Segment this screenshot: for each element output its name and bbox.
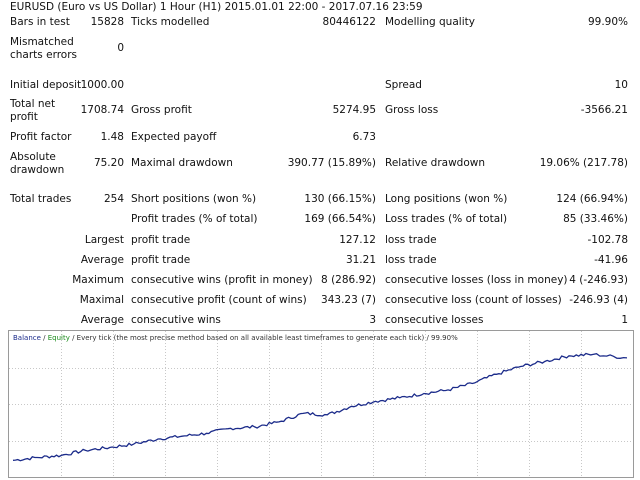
avg-cons-losses-value: 1 [621, 314, 628, 326]
payoff-label: Expected payoff [131, 131, 217, 143]
spread-value: 10 [614, 79, 628, 91]
report-title: EURUSD (Euro vs US Dollar) 1 Hour (H1) 2… [10, 1, 423, 13]
chart-legend: Balance / Equity / Every tick (the most … [13, 334, 458, 343]
grossloss-label: Gross loss [385, 104, 439, 116]
largest-profit-value: 127.12 [339, 234, 376, 246]
grossprofit-label: Gross profit [131, 104, 192, 116]
largest-loss-label: loss trade [385, 234, 437, 246]
avg-profit-value: 31.21 [345, 254, 376, 266]
reldd-label: Relative drawdown [385, 157, 486, 169]
max-cons-wins-value: 8 (286.92) [321, 274, 376, 286]
balance-chart-svg [9, 331, 633, 477]
avg-profit-label: profit trade [131, 254, 191, 266]
netprofit-value: 1708.74 [80, 104, 124, 116]
largest-loss-value: -102.78 [587, 234, 628, 246]
max-cons-losses-value: 4 (-246.93) [569, 274, 628, 286]
short-label: Short positions (won %) [131, 193, 257, 205]
mismatch-value: 0 [117, 42, 124, 54]
max-cons-profit-label: consecutive profit (count of wins) [131, 294, 307, 306]
pf-value: 1.48 [100, 131, 124, 143]
legend-balance: Balance [13, 334, 41, 342]
absdd-label: Absolute drawdown [10, 151, 65, 176]
ltrades-label: Loss trades (% of total) [385, 213, 508, 225]
maxdd-label: Maximal drawdown [131, 157, 233, 169]
ticks-label: Ticks modelled [131, 16, 210, 28]
quality-label: Modelling quality [385, 16, 475, 28]
avg-cons-wins-label: consecutive wins [131, 314, 221, 326]
long-value: 124 (66.94%) [556, 193, 628, 205]
netprofit-label: Total net profit [10, 98, 56, 123]
legend-description: / Every tick (the most precise method ba… [69, 334, 458, 342]
short-value: 130 (66.15%) [304, 193, 376, 205]
long-label: Long positions (won %) [385, 193, 508, 205]
spread-label: Spread [385, 79, 422, 91]
payoff-value: 6.73 [352, 131, 376, 143]
total-trades-label: Total trades [10, 193, 72, 205]
avg-cons-wins-value: 3 [369, 314, 376, 326]
maxdd-value: 390.77 (15.89%) [287, 157, 376, 169]
ticks-value: 80446122 [322, 16, 376, 28]
reldd-value: 19.06% (217.78) [539, 157, 628, 169]
legend-equity: Equity [47, 334, 70, 342]
max-cons-profit-value: 343.23 (7) [321, 294, 376, 306]
max-cons-losses-label: consecutive losses (loss in money) [385, 274, 568, 286]
quality-value: 99.90% [587, 16, 628, 28]
ptrades-value: 169 (66.54%) [304, 213, 376, 225]
average2-label: Average [80, 314, 124, 326]
absdd-value: 75.20 [93, 157, 124, 169]
largest-label: Largest [84, 234, 124, 246]
balance-series-line [12, 352, 628, 462]
pf-label: Profit factor [10, 131, 72, 143]
ltrades-value: 85 (33.46%) [563, 213, 628, 225]
avg-loss-value: -41.96 [594, 254, 628, 266]
maximal-label: Maximal [79, 294, 124, 306]
deposit-value: 1000.00 [80, 79, 124, 91]
legend-separator: / [40, 334, 48, 342]
max-cons-loss-label: consecutive loss (count of losses) [385, 294, 562, 306]
maximum-label: Maximum [72, 274, 124, 286]
avg-loss-label: loss trade [385, 254, 437, 266]
avg-cons-losses-label: consecutive losses [385, 314, 484, 326]
max-cons-loss-value: -246.93 (4) [569, 294, 628, 306]
total-trades-value: 254 [103, 193, 124, 205]
mismatch-label: Mismatched charts errors [10, 36, 77, 61]
average-label: Average [80, 254, 124, 266]
largest-profit-label: profit trade [131, 234, 191, 246]
deposit-label: Initial deposit [10, 79, 82, 91]
ptrades-label: Profit trades (% of total) [131, 213, 258, 225]
balance-chart: Balance / Equity / Every tick (the most … [8, 330, 634, 478]
bars-value: 15828 [90, 16, 124, 28]
bars-label: Bars in test [10, 16, 70, 28]
max-cons-wins-label: consecutive wins (profit in money) [131, 274, 313, 286]
grossprofit-value: 5274.95 [332, 104, 376, 116]
grossloss-value: -3566.21 [580, 104, 628, 116]
